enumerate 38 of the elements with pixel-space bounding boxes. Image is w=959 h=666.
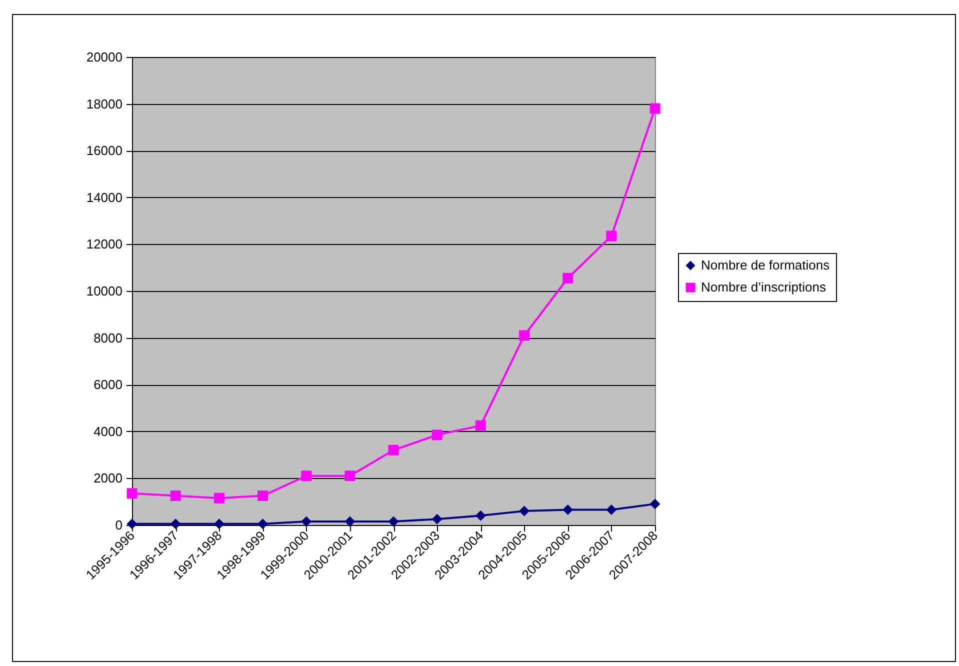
point (519, 330, 530, 341)
point (344, 470, 356, 482)
y-tick-label: 2000 (94, 470, 122, 486)
point (388, 516, 399, 527)
legend-label: Nombre de formations (701, 258, 830, 272)
point (562, 504, 574, 516)
y-tick-label: 14000 (86, 190, 122, 205)
legend-label: Nombre d’inscriptions (701, 280, 826, 294)
point (214, 492, 224, 504)
y-tick-label: 20000 (86, 50, 122, 64)
point (432, 514, 442, 524)
point (475, 420, 486, 431)
point (126, 488, 138, 499)
point (301, 470, 312, 482)
point (562, 272, 574, 284)
point (344, 516, 356, 527)
point (475, 510, 486, 521)
y-tick-label: 6000 (94, 377, 122, 392)
y-tick-label: 10000 (86, 284, 122, 298)
point (258, 518, 268, 530)
point (214, 518, 224, 530)
point (606, 230, 617, 242)
y-tick-label: 8000 (94, 330, 122, 346)
y-tick-label: 18000 (86, 96, 122, 112)
y-tick-label: 4000 (94, 424, 122, 439)
point (301, 516, 312, 527)
y-tick-label: 12000 (86, 236, 122, 252)
point (170, 490, 181, 501)
y-tick-label: 16000 (86, 143, 122, 158)
point (519, 506, 530, 516)
point (650, 498, 660, 510)
point (650, 103, 660, 114)
point (258, 490, 268, 501)
point (432, 430, 442, 440)
point (606, 504, 617, 516)
y-tick-label: 0 (115, 518, 122, 532)
point (170, 518, 181, 530)
point (388, 444, 399, 456)
